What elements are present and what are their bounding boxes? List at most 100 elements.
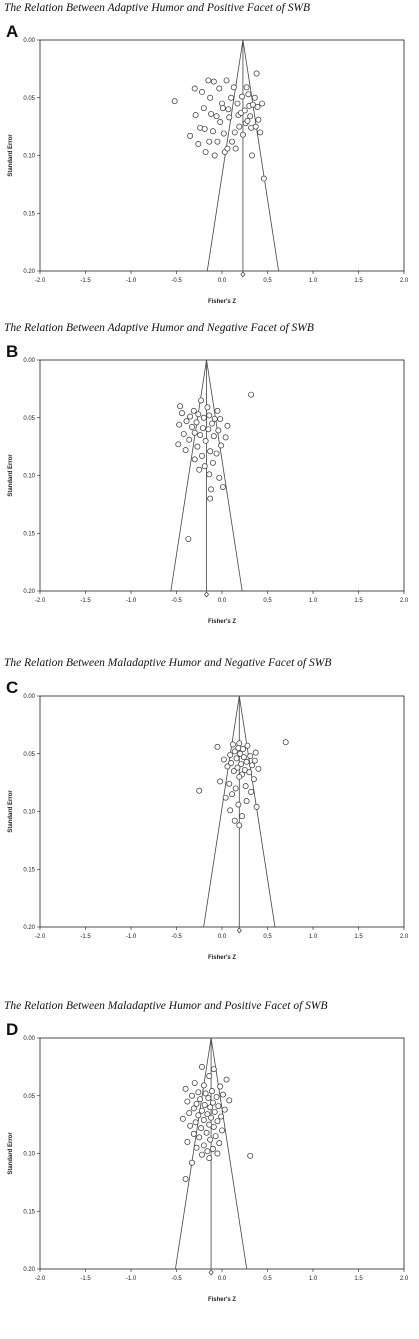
study-point [208,110,215,117]
study-point [249,101,256,108]
study-point [198,1125,205,1132]
study-point [191,85,198,92]
study-point [213,113,220,120]
y-tick-label: 0.20 [23,925,35,931]
study-point [201,125,208,132]
study-point [199,89,205,95]
study-point [218,1113,225,1120]
x-tick-label: -2.0 [35,934,46,940]
study-point [229,138,235,145]
funnel-plot-d: -2.0 -1.5 -1.0 -0.5 0.0 0.5 1.0 1.5 2.0 0.00 0.05 0… [8,1036,409,1303]
y-tick-label: 0.15 [23,531,35,537]
funnel-right-line [206,359,243,592]
study-point [210,78,217,85]
study-point [200,105,207,112]
study-point [199,425,206,432]
study-point [211,152,218,159]
study-point [193,1144,200,1151]
study-point [250,776,257,783]
funnel-plot-a: -2.0 -1.5 -1.0 -0.5 0.0 0.5 1.0 1.5 2.0 0.00 0.05 0… [8,38,409,305]
study-point [205,426,212,433]
study-point [182,1085,189,1092]
study-point [208,1114,215,1121]
funnel-left-line [175,1037,212,1270]
x-tick-label: -1.0 [126,934,137,940]
funnel-left-line [206,39,244,272]
study-point [251,94,258,101]
x-tick-label: -2.0 [35,278,46,284]
study-point [182,447,189,454]
study-point [234,100,241,107]
study-point [194,443,201,450]
study-point [216,474,223,481]
study-point [183,418,190,425]
x-tick-label: 2.0 [400,598,409,604]
study-point [243,84,250,91]
y-axis-label: Standard Error [8,1132,14,1175]
study-point [202,149,209,155]
study-point [215,427,222,434]
study-point [189,424,195,430]
study-point [242,783,249,790]
study-point [206,138,213,145]
panel-d-title: The Relation Between Maladaptive Humor a… [4,1000,328,1012]
study-point [239,93,245,100]
study-point [224,422,231,429]
study-point [255,765,262,772]
study-point [217,415,224,422]
study-point [244,117,251,124]
study-point [204,404,211,411]
study-point [187,1122,194,1129]
study-point [196,466,203,473]
study-point [228,94,235,101]
y-tick-label: 0.05 [23,96,35,102]
study-point [176,421,183,428]
x-tick-label: -1.0 [126,1276,137,1282]
study-point [252,749,259,756]
x-tick-label: 1.5 [354,598,363,604]
study-point [186,436,193,443]
pooled-estimate-diamond [236,927,242,934]
study-point [209,459,216,466]
study-point [216,85,223,92]
x-tick-label: 1.5 [354,278,363,284]
study-point [245,91,252,98]
study-point [219,105,226,112]
study-point [227,807,234,814]
plot-frame [39,39,405,272]
study-point [214,1150,221,1157]
study-point [211,1108,218,1115]
study-point [190,407,197,414]
y-tick-label: 0.00 [23,38,35,44]
study-point [230,84,237,91]
study-point [216,1140,223,1147]
y-tick-label: 0.00 [23,1036,35,1042]
panel-a-letter: A [6,22,19,41]
study-point [195,140,202,147]
panel-c-title: The Relation Between Maladaptive Humor a… [4,657,332,669]
study-point [179,1115,186,1122]
x-tick-label: 1.5 [354,934,363,940]
study-point [224,763,231,770]
study-point [232,145,239,152]
x-tick-label: -0.5 [171,1276,182,1282]
study-point [205,77,212,84]
study-point [199,452,205,459]
panel-c-letter: C [6,678,19,697]
study-point [251,757,258,764]
funnel-left-line [203,695,240,928]
study-point [207,1136,214,1143]
study-point [222,434,229,441]
x-axis-label: Fisher's Z [208,619,236,625]
study-point [234,764,241,771]
study-point [241,766,248,773]
y-tick-label: 0.10 [23,154,35,160]
study-point [231,748,238,755]
study-point [237,750,244,757]
study-point [199,1063,205,1070]
study-point [208,486,215,493]
study-point [257,129,264,136]
study-point [243,758,250,765]
study-point [238,761,245,768]
study-point [201,463,208,470]
